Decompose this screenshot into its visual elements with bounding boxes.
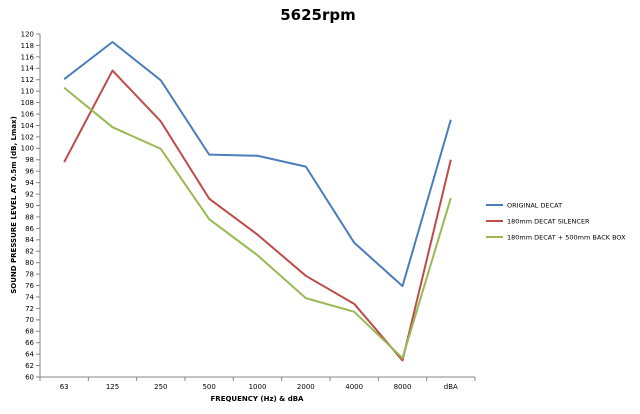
x-tick-label: 8000 xyxy=(394,383,412,391)
x-tick-label: 4000 xyxy=(345,383,363,391)
x-tick-label: 1000 xyxy=(249,383,267,391)
y-tick-label: 86 xyxy=(25,225,34,233)
y-tick-label: 108 xyxy=(21,99,34,107)
y-tick-label: 84 xyxy=(25,236,34,244)
chart-title: 5625rpm xyxy=(280,6,356,24)
x-tick-label: 250 xyxy=(154,383,167,391)
x-tick-label: 125 xyxy=(106,383,119,391)
legend-label-3: 180mm DECAT + 500mm BACK BOX xyxy=(507,233,626,241)
x-tick-label: 63 xyxy=(60,383,69,391)
series-line-3 xyxy=(63,86,452,360)
x-tick-label: dBA xyxy=(444,383,458,391)
y-tick-label: 118 xyxy=(21,42,34,50)
x-axis-title: FREQUENCY (Hz) & dBA xyxy=(211,395,305,403)
y-tick-label: 68 xyxy=(25,328,34,336)
y-tick-label: 90 xyxy=(25,202,34,210)
y-tick-label: 88 xyxy=(25,213,34,221)
plot-area: 60 62 64 66 68 70 72 74 76 78 80 82 84 86 88 90 92 94 96 98… xyxy=(21,30,476,391)
y-tick-label: 110 xyxy=(21,88,34,96)
legend-label-2: 180mm DECAT SILENCER xyxy=(507,217,590,225)
y-tick-label: 78 xyxy=(25,271,34,279)
y-tick-label: 70 xyxy=(25,316,34,324)
y-tick-label: 98 xyxy=(25,156,34,164)
y-axis-title: SOUND PRESSURE LEVEL AT 0.5m (dB, Lmax) xyxy=(10,116,18,294)
y-tick-label: 104 xyxy=(21,122,35,130)
y-tick-label: 62 xyxy=(25,362,34,370)
x-tick-label: 500 xyxy=(202,383,215,391)
x-tick-label: 2000 xyxy=(297,383,315,391)
y-tick-label: 106 xyxy=(21,110,35,118)
series-line-2 xyxy=(63,69,452,362)
y-tick-label: 66 xyxy=(25,339,34,347)
y-tick-label: 100 xyxy=(21,145,34,153)
y-tick-label: 116 xyxy=(21,53,35,61)
series-line-1 xyxy=(63,41,452,288)
y-tick-label: 94 xyxy=(25,179,34,187)
y-tick-label: 60 xyxy=(25,373,34,381)
y-tick-label: 102 xyxy=(21,133,34,141)
y-tick-label: 120 xyxy=(21,30,34,38)
legend: ORIGINAL DECAT 180mm DECAT SILENCER 180mm … xyxy=(486,201,626,241)
y-tick-label: 82 xyxy=(25,248,34,256)
y-tick-label: 96 xyxy=(25,168,34,176)
y-tick-label: 114 xyxy=(21,65,35,73)
legend-label-1: ORIGINAL DECAT xyxy=(507,201,562,209)
y-tick-label: 74 xyxy=(25,293,34,301)
y-tick-label: 76 xyxy=(25,282,34,290)
y-tick-label: 80 xyxy=(25,259,34,267)
y-tick-label: 64 xyxy=(25,351,34,359)
y-tick-label: 92 xyxy=(25,190,34,198)
y-tick-label: 72 xyxy=(25,305,34,313)
y-tick-label: 112 xyxy=(21,76,34,84)
